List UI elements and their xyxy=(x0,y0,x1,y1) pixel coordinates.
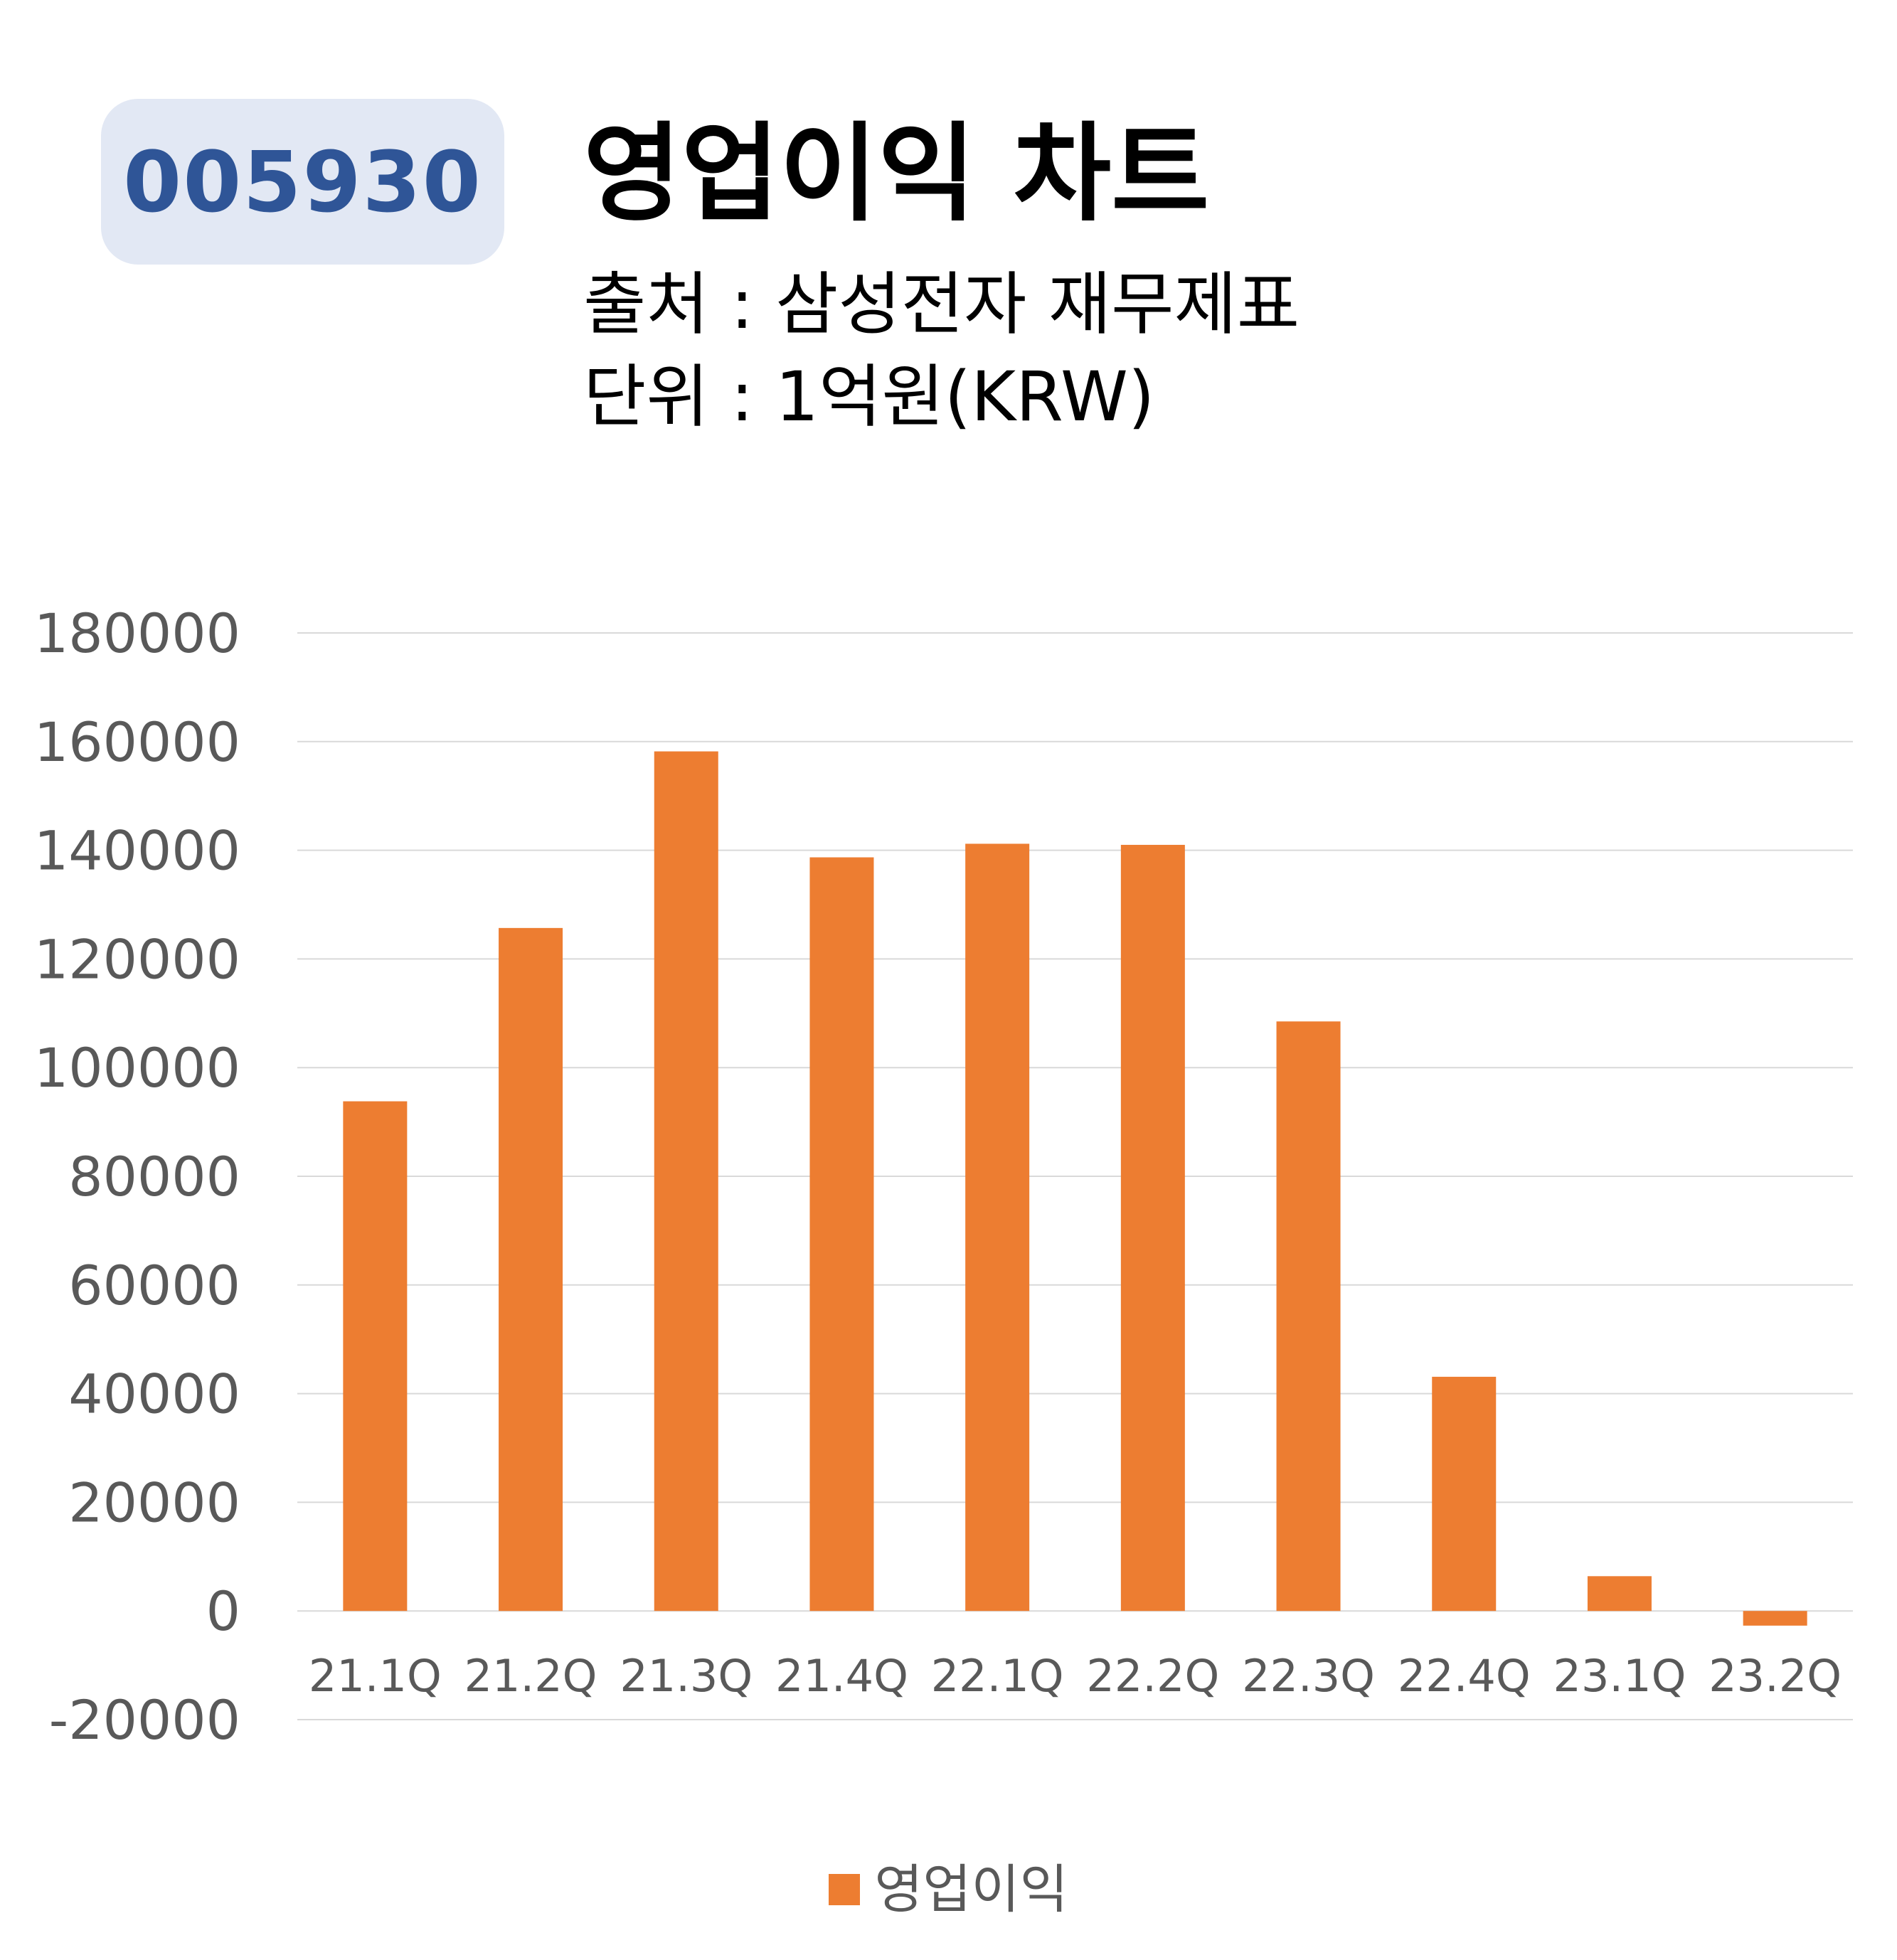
bars xyxy=(343,751,1807,1626)
x-tick-label: 22.2Q xyxy=(1086,1650,1219,1702)
chart-title: 영업이익 차트 xyxy=(583,112,1210,236)
x-tick-label: 22.4Q xyxy=(1398,1650,1531,1702)
unit-label: 단위 : 1억원(KRW) xyxy=(583,357,1155,437)
y-tick-label: 0 xyxy=(206,1580,240,1643)
x-tick-label: 21.2Q xyxy=(464,1650,597,1702)
y-tick-label: 80000 xyxy=(68,1145,240,1208)
x-tick-label: 21.4Q xyxy=(775,1650,908,1702)
source-label: 출처 : 삼성전자 재무제표 xyxy=(583,265,1300,344)
bar-22.2Q xyxy=(1120,844,1185,1612)
legend: 영업이익 xyxy=(0,1863,1897,1916)
y-axis-ticks: 180000 160000 140000 120000 100000 80000 60000… xyxy=(34,602,240,1752)
legend-label: 영업이익 xyxy=(874,1859,1068,1920)
y-tick-label: 40000 xyxy=(68,1363,240,1426)
y-tick-label: 140000 xyxy=(34,819,240,883)
bar-21.4Q xyxy=(809,857,874,1612)
ticker-code: 005930 xyxy=(123,132,482,231)
y-tick-label: -20000 xyxy=(49,1688,240,1752)
x-axis-ticks: 21.1Q 21.2Q 21.3Q 21.4Q 22.1Q 22.2Q 22.3Q 22.4Q… xyxy=(309,1650,1842,1702)
ticker-badge: 005930 xyxy=(101,99,504,265)
x-tick-label: 21.3Q xyxy=(620,1650,753,1702)
y-tick-label: 160000 xyxy=(34,710,240,774)
bar-22.1Q xyxy=(965,843,1030,1612)
y-tick-label: 100000 xyxy=(34,1036,240,1099)
bar-23.1Q xyxy=(1587,1576,1652,1612)
chart-header: 005930 영업이익 차트 출처 : 삼성전자 재무제표 단위 : 1억원(K… xyxy=(0,0,1897,498)
x-tick-label: 23.2Q xyxy=(1709,1650,1842,1702)
x-tick-label: 21.1Q xyxy=(309,1650,442,1702)
bar-21.1Q xyxy=(343,1101,408,1612)
bar-21.3Q xyxy=(654,751,718,1612)
legend-swatch xyxy=(829,1874,861,1905)
y-tick-label: 180000 xyxy=(34,602,240,665)
y-tick-label: 20000 xyxy=(68,1471,240,1534)
y-tick-label: 120000 xyxy=(34,927,240,991)
bar-22.3Q xyxy=(1276,1021,1341,1612)
y-tick-label: 60000 xyxy=(68,1254,240,1317)
x-tick-label: 23.1Q xyxy=(1553,1650,1686,1702)
bar-23.2Q xyxy=(1743,1611,1807,1626)
x-tick-label: 22.1Q xyxy=(931,1650,1064,1702)
x-tick-label: 22.3Q xyxy=(1242,1650,1375,1702)
bar-21.2Q xyxy=(499,927,563,1612)
bar-22.4Q xyxy=(1432,1376,1497,1612)
